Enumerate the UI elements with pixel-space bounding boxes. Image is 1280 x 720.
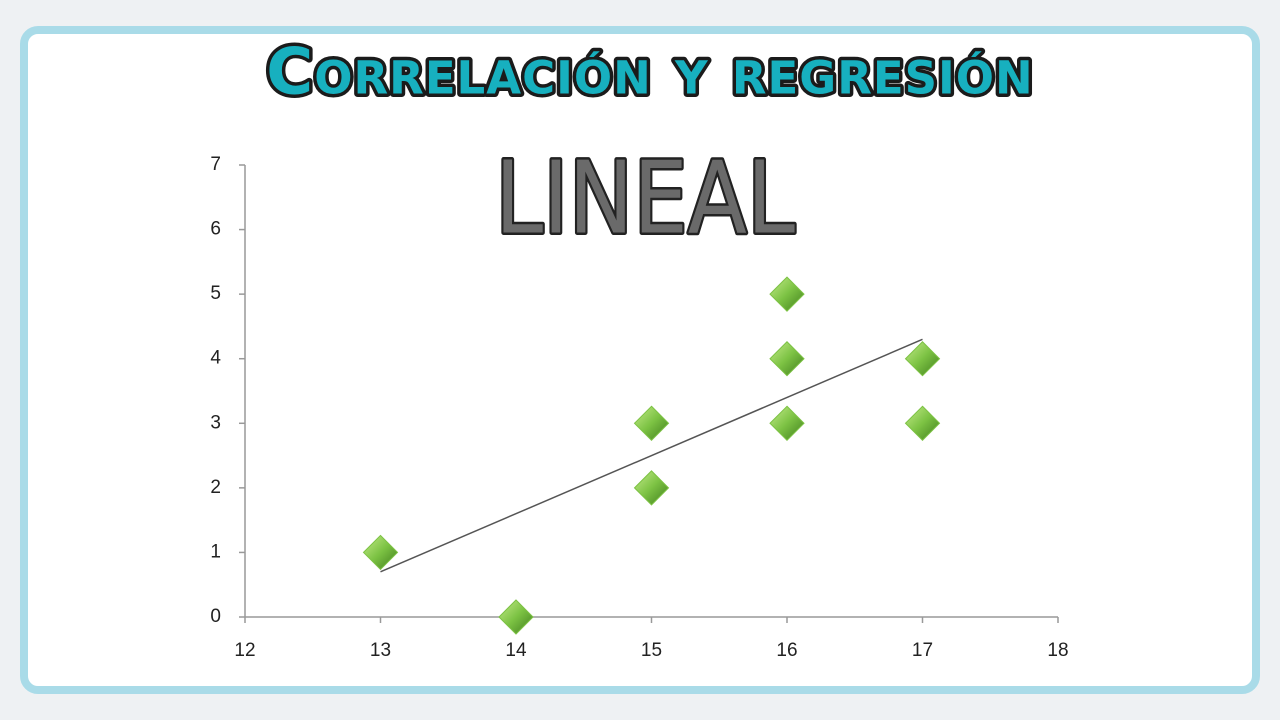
- data-point: [904, 341, 941, 377]
- y-tick-label: 7: [210, 154, 221, 175]
- y-tick-label: 2: [210, 477, 221, 498]
- y-tick-label: 0: [210, 606, 221, 627]
- data-point: [769, 276, 805, 312]
- data-point: [498, 599, 534, 635]
- chart-subtitle: LINEAL: [495, 139, 795, 256]
- data-point: [633, 470, 670, 506]
- data-point: [769, 405, 805, 441]
- frame: [20, 26, 1260, 694]
- data-point: [904, 405, 941, 441]
- y-tick-label: 6: [210, 219, 221, 240]
- y-tick-label: 3: [210, 412, 221, 433]
- x-tick-label: 13: [370, 640, 391, 661]
- x-tick-label: 16: [776, 640, 797, 661]
- data-point: [362, 534, 399, 571]
- data-point: [769, 341, 805, 377]
- x-tick-label: 15: [641, 640, 662, 661]
- x-tick-label: 12: [234, 640, 255, 661]
- x-tick-label: 17: [912, 640, 933, 661]
- trend-line: [380, 338, 923, 573]
- x-tick-label: 18: [1047, 640, 1068, 661]
- y-tick-label: 5: [210, 283, 221, 304]
- y-tick-label: 4: [210, 348, 221, 369]
- data-point: [633, 405, 670, 441]
- y-tick-label: 1: [210, 541, 221, 562]
- chart-title: Correlación y regresión: [266, 36, 1033, 110]
- x-tick-label: 14: [505, 640, 527, 661]
